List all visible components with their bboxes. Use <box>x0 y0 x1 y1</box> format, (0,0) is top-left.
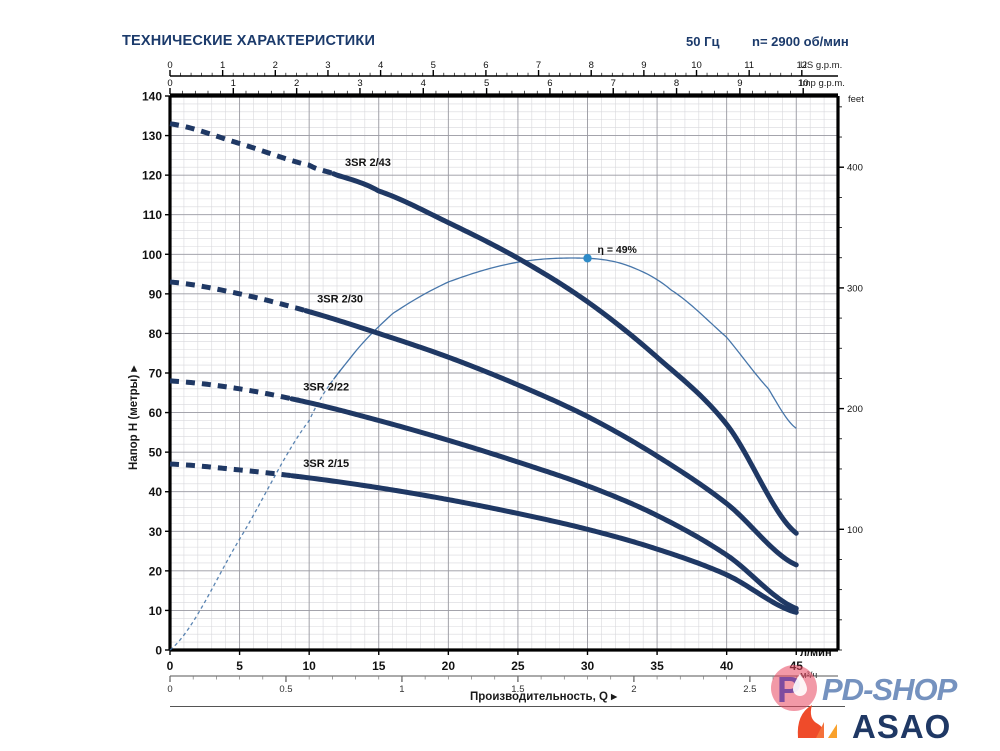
svg-text:3SR 2/43: 3SR 2/43 <box>345 157 391 169</box>
svg-text:4: 4 <box>421 78 426 89</box>
svg-text:5: 5 <box>236 659 243 673</box>
svg-text:45: 45 <box>790 659 804 673</box>
svg-text:1: 1 <box>399 684 404 695</box>
svg-text:20: 20 <box>442 659 456 673</box>
svg-text:40: 40 <box>149 485 163 499</box>
svg-text:1.5: 1.5 <box>511 684 524 695</box>
page-title: ТЕХНИЧЕСКИЕ ХАРАКТЕРИСТИКИ <box>122 33 376 49</box>
svg-text:70: 70 <box>149 367 163 381</box>
svg-text:300: 300 <box>847 283 863 294</box>
svg-text:9: 9 <box>737 78 742 89</box>
svg-text:0.5: 0.5 <box>279 684 292 695</box>
svg-text:2: 2 <box>631 684 636 695</box>
svg-text:100: 100 <box>142 248 162 262</box>
svg-text:8: 8 <box>589 60 594 71</box>
efficiency-curve: η = 49% <box>169 244 797 651</box>
svg-text:1: 1 <box>220 60 225 71</box>
svg-text:35: 35 <box>650 659 664 673</box>
svg-text:2: 2 <box>294 78 299 89</box>
svg-text:3SR 2/30: 3SR 2/30 <box>317 294 363 306</box>
frequency-label: 50 Гц <box>686 34 720 49</box>
svg-text:200: 200 <box>847 404 863 415</box>
svg-text:0: 0 <box>167 60 172 71</box>
svg-text:12: 12 <box>797 60 808 71</box>
speed-label: n= 2900 об/мин <box>752 34 849 49</box>
svg-text:3SR 2/22: 3SR 2/22 <box>303 382 349 394</box>
svg-text:1: 1 <box>231 78 236 89</box>
svg-text:4: 4 <box>378 60 383 71</box>
svg-text:3SR 2/15: 3SR 2/15 <box>303 458 349 470</box>
svg-text:90: 90 <box>149 287 163 301</box>
unit-feet: feet <box>848 94 864 105</box>
svg-text:9: 9 <box>641 60 646 71</box>
svg-text:30: 30 <box>581 659 595 673</box>
svg-text:140: 140 <box>142 90 162 104</box>
unit-imp-gpm: Imp g.p.m. <box>800 78 845 89</box>
svg-text:110: 110 <box>143 208 163 222</box>
svg-text:60: 60 <box>149 406 163 420</box>
svg-text:50: 50 <box>149 446 163 460</box>
svg-text:10: 10 <box>302 659 316 673</box>
svg-text:7: 7 <box>536 60 541 71</box>
svg-text:20: 20 <box>149 564 163 578</box>
svg-text:5: 5 <box>431 60 436 71</box>
svg-text:0: 0 <box>167 659 174 673</box>
curve-labels: 3SR 2/43 3SR 2/30 3SR 2/22 3SR 2/15 <box>303 157 391 470</box>
svg-text:5: 5 <box>484 78 489 89</box>
svg-text:0: 0 <box>155 644 162 658</box>
svg-text:6: 6 <box>483 60 488 71</box>
chart-grid <box>169 95 839 651</box>
svg-text:80: 80 <box>149 327 163 341</box>
svg-text:100: 100 <box>847 525 863 536</box>
svg-text:10: 10 <box>798 78 809 89</box>
svg-text:3: 3 <box>357 78 362 89</box>
head-curves <box>169 121 799 615</box>
svg-text:2: 2 <box>273 60 278 71</box>
svg-text:130: 130 <box>142 129 162 143</box>
svg-text:30: 30 <box>149 525 163 539</box>
svg-text:8: 8 <box>674 78 679 89</box>
svg-text:7: 7 <box>611 78 616 89</box>
svg-text:3: 3 <box>325 60 330 71</box>
svg-text:6: 6 <box>547 78 552 89</box>
svg-text:2.5: 2.5 <box>743 684 756 695</box>
unit-us-gpm: US g.p.m. <box>800 60 843 71</box>
svg-text:10: 10 <box>691 60 702 71</box>
svg-text:0: 0 <box>167 78 172 89</box>
x-axis-title: Производительность, Q ▸ <box>470 691 617 703</box>
svg-text:120: 120 <box>142 169 162 183</box>
svg-text:0: 0 <box>167 684 172 695</box>
svg-text:25: 25 <box>511 659 525 673</box>
svg-text:400: 400 <box>847 163 863 174</box>
svg-text:15: 15 <box>372 659 386 673</box>
svg-text:η = 49%: η = 49% <box>598 244 638 256</box>
x-axis-title-rule <box>170 706 845 707</box>
svg-text:40: 40 <box>720 659 734 673</box>
svg-text:10: 10 <box>149 604 163 618</box>
svg-text:11: 11 <box>744 60 754 71</box>
